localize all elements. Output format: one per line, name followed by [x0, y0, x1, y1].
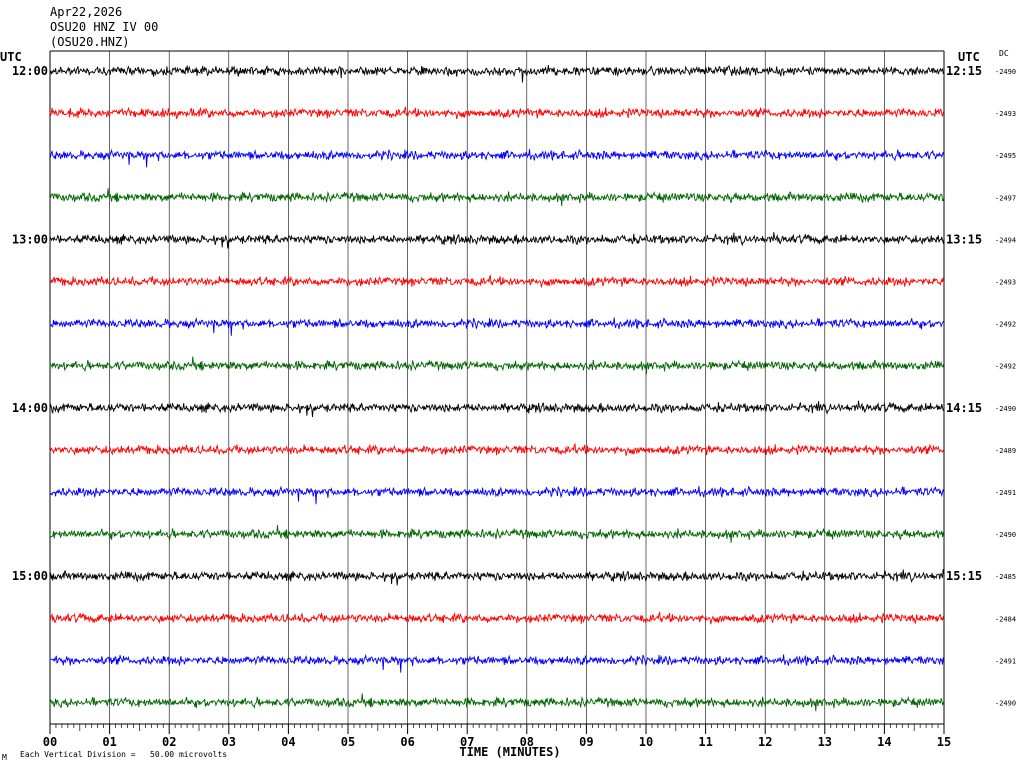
footer-scale-text: Each Vertical Division = 50.00 microvolt…	[20, 750, 227, 759]
seismic-trace	[49, 442, 945, 456]
trace-dc-offset: -2497	[995, 194, 1016, 202]
trace-left-time-label: 15:00	[12, 569, 48, 583]
seismic-trace	[49, 611, 945, 625]
trace-dc-offset: -2491	[995, 489, 1016, 497]
x-tick-label: 06	[400, 735, 414, 749]
x-tick-label: 11	[698, 735, 712, 749]
x-tick-label: 05	[341, 735, 355, 749]
seismic-trace	[49, 232, 945, 249]
seismic-trace	[49, 148, 945, 168]
trace-right-time-label: 13:15	[946, 232, 982, 246]
seismic-trace	[49, 317, 945, 336]
trace-dc-offset: -2491	[995, 657, 1016, 665]
seismic-trace	[49, 356, 945, 375]
left-utc-label: UTC	[0, 50, 22, 64]
header-date: Apr22,2026	[50, 5, 122, 19]
trace-layer	[49, 64, 945, 712]
trace-right-time-label: 12:15	[946, 64, 982, 78]
x-tick-label: 07	[460, 735, 474, 749]
x-tick-label: 02	[162, 735, 176, 749]
trace-left-time-label: 12:00	[12, 64, 48, 78]
seismic-trace	[49, 653, 945, 673]
seismic-trace	[50, 188, 945, 207]
trace-dc-offset: -2485	[995, 573, 1016, 581]
footer-marker: M	[2, 753, 7, 762]
trace-right-time-label: 14:15	[946, 401, 982, 415]
trace-right-time-label: 15:15	[946, 569, 982, 583]
x-tick-label: 04	[281, 735, 295, 749]
trace-dc-offset: -2490	[995, 531, 1016, 539]
x-tick-label: 12	[758, 735, 772, 749]
seismic-trace	[49, 485, 945, 505]
x-tick-label: 13	[818, 735, 832, 749]
header-channel: OSU20 HNZ IV 00	[50, 20, 158, 34]
seismic-trace	[49, 64, 945, 83]
trace-dc-offset: -2494	[995, 236, 1016, 244]
x-tick-label: 14	[877, 735, 891, 749]
x-tick-label: 03	[222, 735, 236, 749]
x-tick-label: 00	[43, 735, 57, 749]
trace-dc-offset: -2495	[995, 152, 1016, 160]
trace-left-time-label: 13:00	[12, 232, 48, 246]
x-tick-label: 01	[102, 735, 116, 749]
label-layer: 12:00 12:15 -2490 -2493 -2495 -2497 13:00 13:15…	[12, 64, 1016, 708]
trace-dc-offset: -2492	[995, 321, 1016, 329]
x-axis-label: TIME (MINUTES)	[459, 745, 560, 759]
dc-column-label: DC	[999, 49, 1009, 58]
trace-dc-offset: -2493	[995, 110, 1016, 118]
seismic-trace	[49, 105, 945, 120]
x-axis: 00 01 02 03 04 05 06 07 08 09 10 11 12 13 14 15	[43, 724, 951, 749]
right-utc-label: UTC	[958, 50, 980, 64]
trace-dc-offset: -2489	[995, 447, 1016, 455]
x-tick-label: 10	[639, 735, 653, 749]
header-station: (OSU20.HNZ)	[50, 35, 129, 49]
x-tick-label: 15	[937, 735, 951, 749]
seismic-trace	[49, 274, 945, 288]
seismic-trace	[49, 693, 945, 712]
trace-dc-offset: -2490	[995, 68, 1016, 76]
seismic-trace	[49, 524, 945, 543]
x-tick-label: 08	[520, 735, 534, 749]
trace-dc-offset: -2493	[995, 279, 1016, 287]
seismic-trace	[49, 400, 945, 417]
x-tick-label: 09	[579, 735, 593, 749]
trace-dc-offset: -2492	[995, 363, 1016, 371]
trace-dc-offset: -2490	[995, 405, 1016, 413]
seismic-trace	[49, 568, 945, 586]
trace-dc-offset: -2490	[995, 700, 1016, 708]
trace-left-time-label: 14:00	[12, 401, 48, 415]
trace-dc-offset: -2484	[995, 615, 1016, 623]
